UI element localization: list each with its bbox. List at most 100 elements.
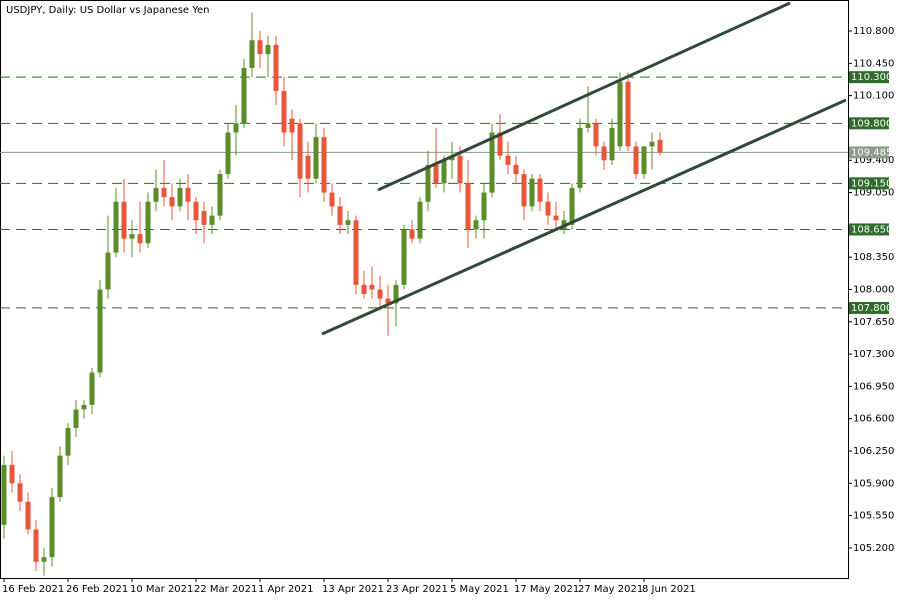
current-price-box (849, 146, 889, 159)
y-tick-label: 106.950 (853, 381, 894, 392)
y-tick-label: 105.200 (853, 543, 894, 554)
candle-body (401, 229, 407, 285)
candle-body (233, 123, 239, 133)
candle-body (193, 201, 199, 221)
candle-body (17, 483, 23, 502)
candle-body (225, 132, 231, 175)
candle-body (169, 197, 175, 207)
candle-body (113, 201, 119, 253)
candle-body (497, 132, 503, 156)
level-label-box (849, 223, 889, 236)
candle-body (473, 220, 479, 230)
candle-body (553, 215, 559, 221)
candle-body (417, 201, 423, 239)
candle-body (209, 215, 215, 225)
candle-body (265, 44, 271, 55)
candle-body (521, 174, 527, 207)
x-tick-label: 22 Mar 2021 (194, 584, 257, 595)
x-tick-label: 8 Jun 2021 (642, 584, 696, 595)
candle-body (281, 91, 287, 133)
level-label-box (849, 71, 889, 84)
candle-body (241, 67, 247, 124)
y-tick-label: 106.600 (853, 414, 894, 425)
candle-body (25, 501, 31, 530)
y-tick-label: 108.000 (853, 284, 894, 295)
y-tick-label: 110.100 (853, 91, 894, 102)
level-label-box (849, 301, 889, 314)
candle-body (33, 529, 39, 562)
candle-body (57, 455, 63, 498)
x-tick-label: 27 May 2021 (578, 584, 643, 595)
candle-body (289, 118, 295, 133)
candle-body (657, 139, 663, 153)
level-label: 109.800 (851, 118, 892, 129)
chart-title: USDJPY, Daily: US Dollar vs Japanese Yen (6, 5, 210, 16)
level-label: 108.650 (851, 224, 892, 235)
candle-body (617, 81, 623, 147)
candle-body (545, 201, 551, 216)
candle-body (153, 187, 159, 202)
candle-body (641, 146, 647, 175)
level-label-box (849, 177, 889, 190)
candle-body (257, 40, 263, 55)
y-tick-label: 108.350 (853, 252, 894, 263)
y-tick-label: 109.400 (853, 155, 894, 166)
candle-body (649, 141, 655, 147)
candle-body (217, 174, 223, 216)
candle-body (585, 123, 591, 128)
y-tick-label: 110.450 (853, 58, 894, 69)
channel-lower (321, 98, 847, 336)
y-tick-label: 107.650 (853, 317, 894, 328)
x-tick-label: 5 May 2021 (450, 584, 509, 595)
candle-body (201, 211, 207, 225)
candle-body (177, 187, 183, 207)
candle-body (305, 155, 311, 179)
candle-body (73, 409, 79, 428)
candle-body (185, 187, 191, 202)
candle-body (345, 220, 351, 225)
candle-body (529, 178, 535, 207)
candle-body (393, 284, 399, 304)
y-tick-label: 107.300 (853, 349, 894, 360)
candle-body (425, 164, 431, 202)
x-tick-label: 23 Apr 2021 (386, 584, 448, 595)
candle-body (409, 229, 415, 239)
candle-body (465, 183, 471, 230)
level-label-box (849, 117, 889, 130)
candle-body (65, 427, 71, 456)
candle-body (505, 155, 511, 165)
y-tick-label: 106.250 (853, 446, 894, 457)
candle-body (9, 464, 15, 484)
candle-body (313, 137, 319, 179)
candle-body (353, 220, 359, 285)
candle-body (321, 137, 327, 193)
candle-body (441, 160, 447, 184)
candle-body (513, 164, 519, 175)
candle-body (161, 187, 167, 198)
candle-body (433, 164, 439, 184)
candle-body (361, 284, 367, 295)
candle-body (121, 201, 127, 239)
level-label: 110.300 (851, 72, 892, 83)
x-tick-label: 13 Apr 2021 (322, 584, 384, 595)
candle-body (385, 298, 391, 304)
x-tick-label: 26 Feb 2021 (66, 584, 128, 595)
y-tick-label: 105.900 (853, 478, 894, 489)
candle-body (81, 404, 87, 410)
candle-body (329, 192, 335, 207)
x-tick-label: 16 Feb 2021 (2, 584, 64, 595)
candle-body (145, 201, 151, 244)
channel-upper (377, 1, 791, 192)
current-price-label: 109.485 (851, 147, 892, 158)
candle-body (481, 192, 487, 221)
candle-body (457, 155, 463, 184)
level-label: 109.150 (851, 178, 892, 189)
y-tick-label: 109.050 (853, 188, 894, 199)
candle-body (273, 44, 279, 92)
candle-body (41, 557, 47, 562)
candle-body (601, 146, 607, 161)
level-label: 107.800 (851, 303, 892, 314)
candle-body (89, 372, 95, 405)
x-tick-label: 1 Apr 2021 (258, 584, 313, 595)
candle-body (593, 123, 599, 147)
